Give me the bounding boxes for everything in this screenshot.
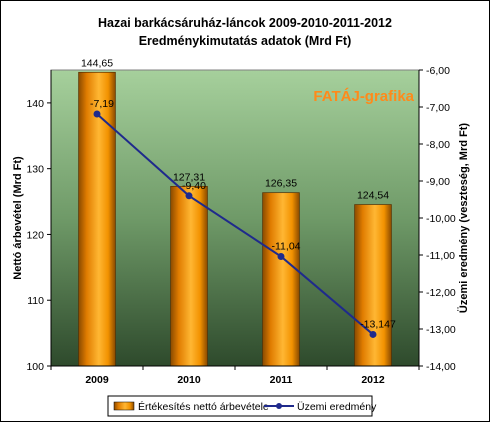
watermark-text: FATÁJ-grafika [313,88,414,105]
right-tick-label: -11,00 [426,250,455,262]
legend-label-line: Üzemi eredmény [297,401,377,413]
x-axis: 2009 2010 2011 2012 [50,365,420,386]
bar-value-label: 127,31 [173,171,205,183]
legend-swatch-bar [113,401,135,411]
right-axis: -6,00 -7,00 -8,00 -9,00 -10,00 -11,00 -12,00 -1… [418,65,456,373]
left-tick-label: 100 [26,361,44,373]
left-tick-label: 120 [26,229,44,241]
right-tick-label: -10,00 [426,213,456,225]
bar [170,186,208,367]
right-tick-label: -7,00 [426,102,450,114]
x-tick-label: 2009 [85,374,109,386]
x-tick-label: 2011 [270,374,293,386]
bar-value-label: 144,65 [81,57,113,69]
right-tick-label: -8,00 [426,139,450,151]
x-tick-label: 2010 [177,374,201,386]
chart-title-line2: Eredménykimutatás adatok (Mrd Ft) [139,34,352,48]
y-axis-right-label: Üzemi eredmény (veszteség, Mrd Ft) [457,123,470,313]
legend-box [107,395,373,417]
bar-value-label: 126,35 [265,178,297,190]
right-tick-label: -13,00 [426,324,456,336]
left-tick-label: 130 [26,164,44,176]
line-point [277,252,285,260]
bar [354,204,392,367]
legend-swatch-marker [276,403,282,409]
line-path [96,113,374,336]
line-point [369,330,377,338]
y-axis-left-label: Nettó árbevétel (Mrd Ft) [12,156,24,280]
right-tick-label: -12,00 [426,287,456,299]
left-axis: 100 110 120 130 140 [26,70,52,373]
line-point [93,110,101,118]
line-series: -7,19 -9,40 -11,04 -13,147 [90,98,396,338]
chart-title-line1: Hazai barkácsáruház-láncok 2009-2010-201… [98,16,392,30]
line-value-label: -13,147 [360,318,396,330]
bar-value-label: 124,54 [357,190,389,202]
bar-series: 144,65 127,31 126,35 124,54 [78,57,392,367]
right-tick-label: -9,00 [426,176,450,188]
line-value-label: -9,40 [182,180,206,192]
legend-label-bar: Értékesítés nettó árbevétele [138,400,269,413]
bar [78,71,116,367]
x-tick-label: 2012 [361,374,385,386]
right-tick-label: -14,00 [426,361,456,373]
legend: Értékesítés nettó árbevétele Üzemi eredm… [107,395,377,417]
line-point [185,192,193,200]
left-tick-label: 140 [26,98,44,110]
line-value-label: -11,04 [272,240,301,252]
line-value-label: -7,19 [90,98,114,110]
right-tick-label: -6,00 [426,65,450,77]
bar [262,192,300,367]
left-tick-label: 110 [27,295,44,307]
